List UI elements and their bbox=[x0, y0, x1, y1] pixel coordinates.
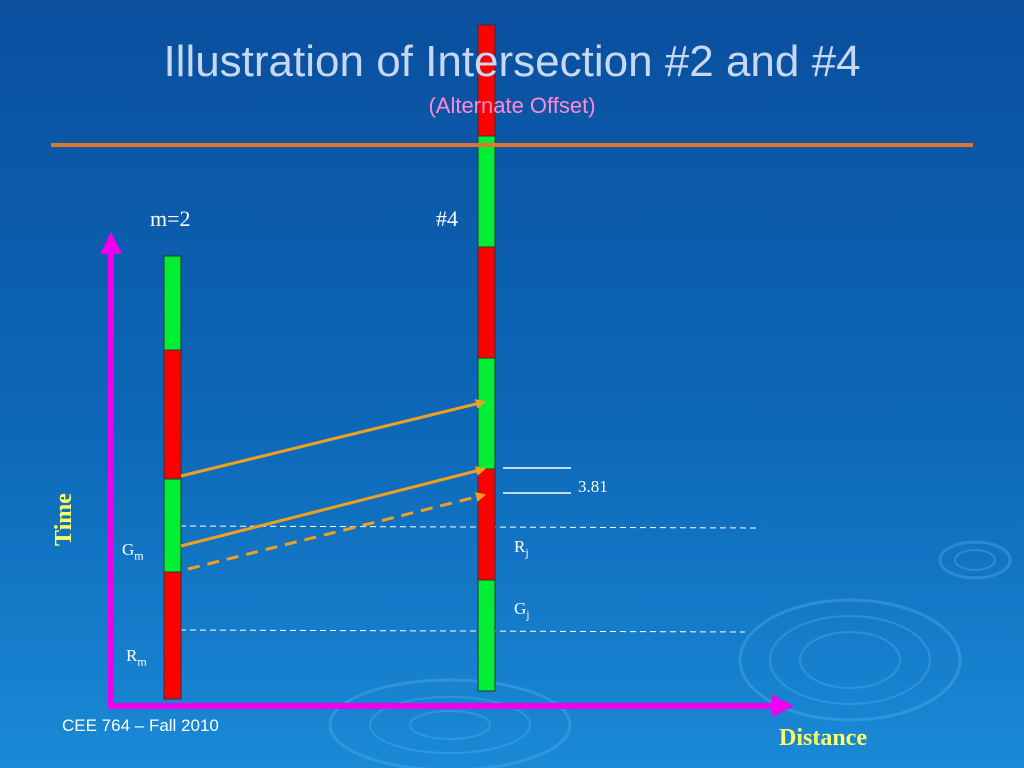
m2-green-phase-1 bbox=[163, 255, 182, 351]
label-g-j-text: G bbox=[514, 599, 527, 618]
m2-green-phase-2 bbox=[163, 478, 182, 573]
label-intersection-m2: m=2 bbox=[150, 206, 191, 231]
m2-red-phase-2 bbox=[163, 571, 182, 700]
label-r-m-sub: m bbox=[137, 654, 147, 669]
signal-bar-4 bbox=[477, 24, 496, 692]
i4-green-phase-3 bbox=[477, 579, 496, 692]
m2-red-phase-1 bbox=[163, 349, 182, 480]
slide-footer: CEE 764 – Fall 2010 bbox=[62, 716, 219, 735]
progression-arrow-dashed bbox=[187, 492, 486, 571]
i4-red-phase-2 bbox=[477, 246, 496, 359]
y-axis-label: Time bbox=[50, 493, 77, 546]
slide-subtitle: (Alternate Offset) bbox=[428, 93, 596, 118]
progression-arrow-middle bbox=[180, 466, 486, 548]
label-r-j-text: R bbox=[514, 537, 526, 556]
slide-title: Illustration of Intersection #2 and #4 bbox=[163, 37, 861, 86]
label-r-m: Rm bbox=[126, 646, 147, 669]
label-g-j-sub: j bbox=[526, 607, 530, 622]
label-g-m: Gm bbox=[122, 540, 144, 563]
label-r-m-text: R bbox=[126, 646, 138, 665]
label-offset-value: 3.81 bbox=[578, 477, 608, 496]
label-g-j: Gj bbox=[514, 599, 530, 622]
i4-green-phase-2 bbox=[477, 357, 496, 470]
i4-red-phase-3 bbox=[477, 468, 496, 581]
label-g-m-text: G bbox=[122, 540, 135, 559]
ripple-decoration bbox=[328, 540, 1012, 768]
title-divider bbox=[51, 143, 973, 147]
label-g-m-sub: m bbox=[134, 548, 144, 563]
i4-green-phase-1 bbox=[477, 135, 496, 248]
progression-arrow-upper bbox=[180, 399, 486, 478]
signal-bar-m2 bbox=[163, 255, 182, 700]
label-r-j-sub: j bbox=[525, 545, 529, 560]
label-r-j: Rj bbox=[514, 537, 529, 560]
dashed-reference-lower bbox=[179, 629, 746, 633]
dashed-reference-upper bbox=[179, 525, 761, 529]
x-axis-label: Distance bbox=[779, 725, 867, 751]
label-intersection-4: #4 bbox=[436, 206, 458, 231]
